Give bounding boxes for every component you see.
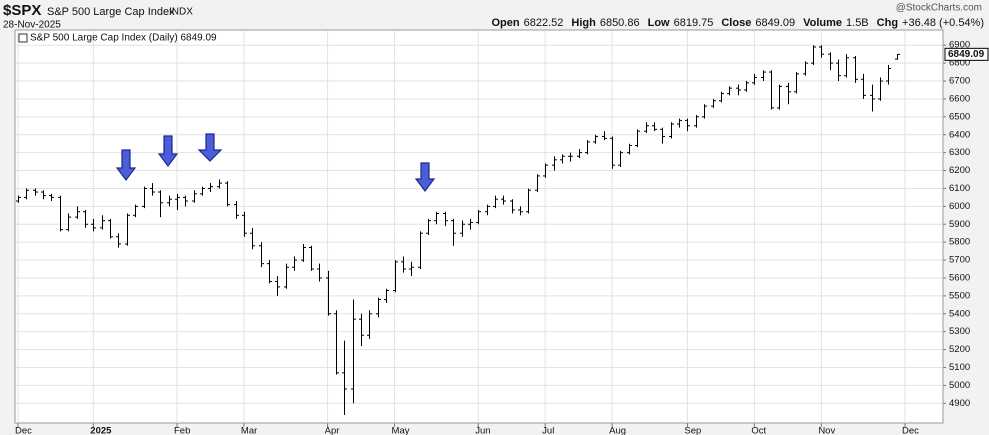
y-tick-label: 4900: [949, 398, 970, 409]
quote-value: 6849.09: [755, 17, 795, 29]
quote: Open 6822.52 High 6850.86 Low 6819.75 Close 684…: [491, 17, 984, 29]
legend: S&P 500 Large Cap Index (Daily) 6849.09: [30, 33, 217, 44]
quote-value: 6822.52: [524, 17, 564, 29]
x-tick-label: Nov: [818, 426, 835, 435]
arrow: [157, 135, 179, 167]
x-tick-label: Sep: [684, 426, 701, 435]
exchange: INDX: [169, 7, 193, 18]
bars: [16, 45, 900, 415]
arrow: [197, 133, 223, 162]
last-price-label: 6849.09: [948, 49, 985, 60]
quote-label: Volume: [803, 17, 842, 29]
y-tick-label: 5900: [949, 219, 970, 230]
quote-label: High: [571, 17, 596, 29]
x-tick-label: Jun: [475, 426, 490, 435]
quote-label: Close: [721, 17, 751, 29]
y-tick-label: 5200: [949, 344, 970, 355]
x-tick-label: Oct: [751, 426, 766, 435]
legend-icon: [18, 33, 28, 43]
arrow: [414, 162, 436, 192]
date: 28-Nov-2025: [3, 20, 61, 31]
y-tick-label: 6300: [949, 147, 970, 158]
watermark: @StockCharts.com: [896, 3, 982, 14]
x-tick-label: Mar: [241, 426, 257, 435]
quote-label: Chg: [877, 17, 898, 29]
plot-area: [14, 29, 944, 424]
y-tick-label: 6800: [949, 58, 970, 69]
y-tick-label: 5800: [949, 237, 970, 248]
symbol: $SPX: [3, 2, 41, 19]
y-tick-label: 6700: [949, 76, 970, 87]
y-tick-label: 6000: [949, 201, 970, 212]
y-tick-label: 5400: [949, 308, 970, 319]
y-tick-label: 5700: [949, 255, 970, 266]
y-tick-label: 6400: [949, 129, 970, 140]
last-price-box: [944, 47, 989, 61]
quote-value: 6850.86: [600, 17, 640, 29]
x-tick-label: Dec: [902, 426, 919, 435]
y-tick-label: 6900: [949, 40, 970, 51]
x-tick-label: Dec: [15, 426, 32, 435]
x-tick-label: May: [392, 426, 410, 435]
arrow: [115, 149, 137, 181]
y-tick-label: 6600: [949, 93, 970, 104]
y-tick-label: 5000: [949, 380, 970, 391]
y-tick-label: 5600: [949, 272, 970, 283]
x-tick-label: Aug: [609, 426, 626, 435]
x-tick-label: Apr: [325, 426, 340, 435]
quote-value: 6819.75: [674, 17, 714, 29]
y-tick-label: 6200: [949, 165, 970, 176]
annotations: [115, 133, 436, 192]
y-tick-label: 5300: [949, 326, 970, 337]
grid: [16, 31, 943, 423]
y-tick-label: 6100: [949, 183, 970, 194]
quote-value: +36.48 (+0.54%): [902, 17, 984, 29]
y-tick-label: 5500: [949, 290, 970, 301]
quote-label: Low: [648, 17, 670, 29]
quote-value: 1.5B: [846, 17, 869, 29]
x-tick-label: Feb: [174, 426, 190, 435]
y-tick-label: 5100: [949, 362, 970, 373]
index-name: S&P 500 Large Cap Index: [47, 6, 175, 18]
y-tick-label: 6500: [949, 111, 970, 122]
x-tick-label: Jul: [542, 426, 554, 435]
x-tick-label: 2025: [90, 426, 112, 435]
quote-label: Open: [491, 17, 519, 29]
